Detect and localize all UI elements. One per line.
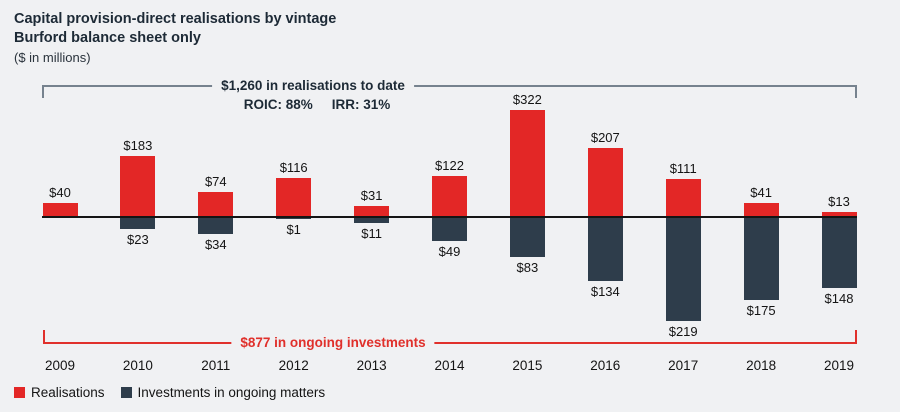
return-metrics: ROIC: 88% IRR: 31%: [244, 97, 391, 112]
bar-investments-2014: [432, 217, 467, 241]
realisations-bracket-tick-left: [42, 85, 44, 98]
bar-investments-2016: [587, 217, 623, 281]
bar-investments-2013: [354, 217, 390, 223]
legend-item-investments: Investments in ongoing matters: [120, 385, 326, 400]
bar-realisations-2012: [276, 178, 312, 216]
zero-axis-line: [42, 216, 857, 218]
bar-realisations-2014: [432, 176, 467, 216]
bar-realisations-2015: [509, 110, 545, 216]
year-label-2019: 2019: [823, 358, 855, 373]
units-label: ($ in millions): [14, 50, 91, 65]
bar-investments-2018: [743, 217, 779, 300]
ongoing-bracket-tick-right: [855, 330, 857, 343]
realisations-swatch-icon: [14, 387, 25, 398]
ongoing-bracket-tick-left: [43, 330, 45, 343]
bar-realisations-2017: [665, 179, 701, 216]
page-title: Capital provision-direct realisations by…: [14, 11, 337, 27]
bar-value-investments-2019: $148: [824, 290, 854, 306]
bar-realisations-2009: [42, 203, 78, 216]
bar-realisations-2016: [587, 148, 623, 216]
ongoing-total-label: $877 in ongoing investments: [231, 335, 435, 351]
bar-investments-2011: [198, 217, 234, 234]
bar-value-realisations-2013: $31: [360, 188, 383, 203]
bar-value-investments-2013: $11: [361, 225, 382, 241]
bar-value-realisations-2015: $322: [512, 92, 542, 107]
bar-value-realisations-2014: $122: [435, 158, 464, 173]
bar-value-investments-2016: $134: [590, 283, 620, 299]
year-label-2017: 2017: [668, 358, 699, 373]
bar-investments-2019: [821, 217, 857, 288]
year-label-2015: 2015: [512, 358, 543, 373]
year-label-2009: 2009: [44, 358, 76, 373]
bar-value-realisations-2012: $116: [279, 160, 308, 175]
bar-value-realisations-2017: $111: [669, 161, 697, 176]
bar-value-investments-2014: $49: [438, 243, 461, 259]
year-label-2016: 2016: [590, 358, 621, 373]
year-label-2013: 2013: [356, 358, 387, 373]
bar-value-realisations-2009: $40: [49, 185, 71, 200]
year-label-2014: 2014: [434, 358, 465, 373]
roic-value: ROIC: 88%: [243, 97, 313, 112]
bar-value-investments-2018: $175: [746, 302, 776, 318]
bar-realisations-2011: [198, 192, 234, 216]
legend-label: Realisations: [31, 385, 105, 400]
realisations-total-label: $1,260 in realisations to date: [212, 78, 414, 94]
bar-realisations-2013: [354, 206, 390, 216]
bar-investments-2017: [665, 217, 701, 321]
bar-value-investments-2017: $219: [668, 323, 698, 339]
bar-value-realisations-2018: $41: [750, 185, 772, 200]
bar-value-realisations-2016: $207: [590, 130, 620, 145]
irr-value: IRR: 31%: [331, 97, 391, 112]
bar-realisations-2019: [821, 212, 857, 216]
year-label-2011: 2011: [201, 358, 231, 373]
bar-value-investments-2011: $34: [204, 236, 227, 252]
bar-realisations-2010: [120, 156, 156, 216]
bar-value-investments-2015: $83: [516, 259, 539, 275]
page-subtitle-line: Burford balance sheet only: [14, 30, 201, 46]
bar-investments-2015: [509, 217, 545, 257]
bar-value-investments-2010: $23: [127, 231, 149, 247]
bar-value-realisations-2019: $13: [828, 194, 850, 209]
realisations-bracket-tick-right: [855, 85, 857, 98]
bar-value-realisations-2011: $74: [204, 174, 227, 189]
bar-investments-2012: [276, 217, 312, 219]
legend-item-realisations: Realisations: [14, 385, 105, 400]
ongoing-bracket-line: [43, 342, 857, 344]
legend-label: Investments in ongoing matters: [137, 385, 326, 400]
bar-value-realisations-2010: $183: [123, 138, 153, 153]
legend: Realisations Investments in ongoing matt…: [14, 385, 325, 400]
year-label-2018: 2018: [746, 358, 777, 373]
realisations-bracket-line: [42, 85, 857, 87]
bar-value-investments-2012: $1: [286, 221, 301, 237]
investments-swatch-icon: [120, 387, 132, 398]
bar-investments-2010: [120, 217, 156, 229]
year-label-2012: 2012: [278, 358, 309, 373]
year-label-2010: 2010: [122, 358, 153, 373]
bar-realisations-2018: [743, 203, 779, 216]
